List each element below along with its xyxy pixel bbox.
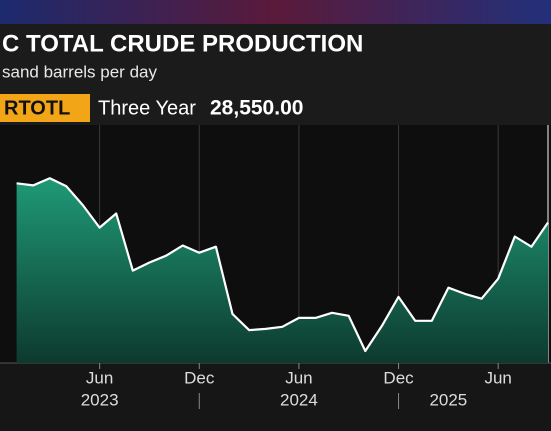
header: [0, 24, 551, 125]
chart-title: C TOTAL CRUDE PRODUCTION: [2, 30, 363, 57]
x-tick-label: Jun: [285, 368, 312, 387]
top-banner: [0, 0, 551, 24]
x-tick-label: Jun: [484, 368, 511, 387]
ticker-box: [0, 94, 90, 122]
area-fill: [16, 178, 549, 363]
last-value: 28,550.00: [210, 97, 303, 120]
year-label: 2024: [280, 390, 318, 409]
x-tick-label: Dec: [184, 368, 215, 387]
x-tick-label: Dec: [383, 368, 414, 387]
year-label: 2025: [429, 390, 467, 409]
year-label: 2023: [81, 390, 119, 409]
x-tick-label: Jun: [86, 368, 113, 387]
line: [16, 177, 549, 353]
period: Three Year: [98, 97, 196, 119]
ticker: RTOTL: [4, 97, 70, 119]
chart-subtitle: sand barrels per day: [2, 62, 157, 81]
